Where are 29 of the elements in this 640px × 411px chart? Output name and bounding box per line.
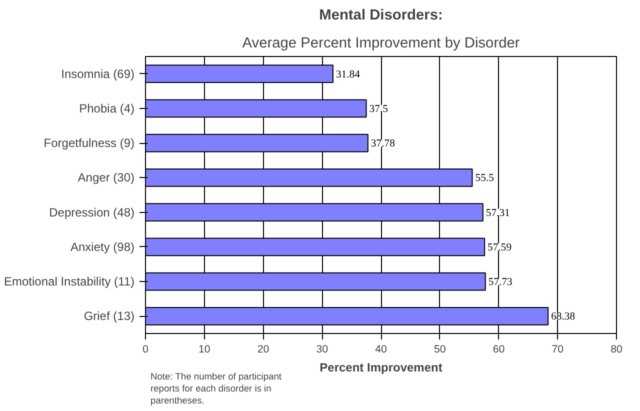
x-tick-label: 60	[492, 344, 505, 356]
data-label: 57.31	[486, 208, 510, 219]
data-label: 57.59	[488, 242, 512, 254]
data-label: 31.84	[336, 69, 361, 80]
y-tick-label: Depression (48)	[49, 205, 135, 220]
y-tick-label: Insomnia (69)	[61, 66, 135, 81]
x-tick-label: 20	[257, 344, 270, 356]
chart-subtitle: Average Percent Improvement by Disorder	[242, 36, 520, 52]
y-tick-label: Anger (30)	[78, 170, 135, 185]
x-tick-label: 30	[316, 344, 328, 356]
chart-title: Mental Disorders:	[319, 8, 443, 24]
x-tick-label: 50	[434, 344, 446, 356]
text: Note: The number of participant reports for each disorder is in parentheses.	[150, 372, 282, 406]
x-axis-title: Percent Improvement	[320, 360, 442, 374]
x-tick-label: 70	[552, 344, 564, 356]
data-label: 55.5	[475, 173, 494, 184]
x-tick-label: 10	[198, 344, 210, 356]
data-label: 37.78	[370, 138, 395, 150]
y-tick-label: Grief (13)	[84, 309, 135, 324]
data-label: 68.38	[551, 312, 576, 323]
x-tick-label: 80	[610, 344, 622, 356]
x-tick-label: 40	[375, 344, 387, 356]
x-tick-label: 0	[142, 344, 149, 356]
y-tick-label: Anxiety (98)	[70, 240, 135, 254]
y-tick-label: Phobia (4)	[79, 101, 135, 116]
data-label: 57.73	[488, 277, 512, 288]
data-label: 37.5	[369, 104, 388, 115]
y-tick-label: Emotional Instability (11)	[4, 274, 135, 289]
y-tick-label: Forgetfulness (9)	[44, 136, 135, 150]
